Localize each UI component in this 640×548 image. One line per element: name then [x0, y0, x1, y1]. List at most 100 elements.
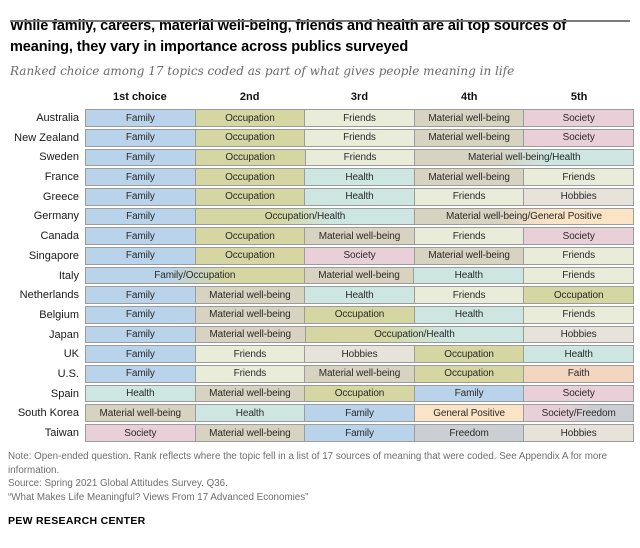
chart-title: While family, careers, material well-bei… [10, 18, 567, 55]
rank-cell: Material well-being/Health [414, 148, 634, 167]
rank-cell: Material well-being [194, 306, 306, 324]
rank-cell: Family [85, 286, 196, 305]
table-row: France Family Occupation Health Material wel… [0, 168, 634, 186]
rank-cell: Friends [304, 109, 415, 127]
rank-cell: Material well-being [194, 286, 306, 305]
row-label-country: Italy [58, 269, 79, 282]
rank-cell: Friends [413, 286, 525, 305]
rank-cell: Hobbies [304, 345, 415, 364]
source-text: Source: Spring 2021 Global Attitudes Sur… [8, 478, 228, 490]
rank-cell: Society [85, 424, 196, 442]
rank-cell: Family [85, 148, 196, 167]
chart-subtitle: Ranked choice among 17 topics coded as p… [10, 64, 515, 79]
rank-cell: Occupation [413, 365, 525, 383]
notes: Note: Open-ended question. Rank reflects… [8, 450, 624, 505]
row-label-country: Singapore [28, 249, 79, 262]
row-label-country: Taiwan [44, 427, 79, 439]
rank-cell: Occupation [304, 306, 415, 324]
rank-cell: Material well-being [413, 128, 525, 147]
row-label-country: Germany [33, 210, 79, 223]
branding: PEW RESEARCH CENTER [8, 514, 146, 527]
rank-cell: Society [523, 128, 634, 147]
rank-cell: Freedom [413, 424, 525, 442]
rank-cell: Material well-being [413, 109, 525, 127]
row-label-country: Spain [50, 387, 79, 400]
rank-cell: Family [85, 365, 196, 383]
row-label-country: Netherlands [19, 289, 79, 302]
rank-cell: Material well-being [304, 365, 415, 383]
table-row: Germany Family Occupation/Health Material w… [0, 207, 634, 226]
table-row: Spain Health Material well-being Occupation… [0, 384, 634, 403]
row-label-country: UK [63, 348, 79, 361]
rank-cell: Occupation [194, 128, 306, 147]
citation-text: “What Makes Life Meaningful? Views From … [8, 491, 309, 503]
rank-cell: Society [304, 246, 415, 265]
rank-cell: Occupation [194, 187, 306, 206]
rank-cell: Family [85, 325, 196, 344]
column-header: 5th [570, 91, 588, 104]
rank-cell: Friends [523, 306, 634, 324]
table-row: U.S. Family Friends Material well-being Occu… [0, 365, 634, 383]
column-header: 2nd [239, 91, 260, 104]
table-row: Singapore Family Occupation Society Material… [0, 246, 634, 265]
rank-cell: Family [413, 384, 525, 403]
table-row: New Zealand Family Occupation Friends Materi… [0, 128, 634, 147]
table-row: South Korea Material well-being Health Fami… [0, 404, 634, 423]
rank-cell: Occupation [304, 384, 415, 403]
header-spacer [0, 91, 85, 103]
table-row: Taiwan Society Material well-being Family Fr… [0, 424, 634, 442]
row-label-country: South Korea [17, 407, 79, 420]
rank-cell: Friends [523, 168, 634, 186]
table-row: Italy Family/Occupation Material well-bein… [0, 266, 634, 285]
table-body: Australia Family Occupation Friends Material… [0, 109, 634, 442]
rank-cell: Health [304, 286, 415, 305]
rank-cell: Family [85, 128, 196, 147]
rank-cell: Health [194, 404, 306, 423]
rank-cell: Hobbies [523, 325, 634, 344]
rank-cell: Family [85, 207, 196, 226]
column-header: 1st choice [112, 91, 167, 104]
pew-ranked-choice-chart: While family, careers, material well-bei… [0, 16, 640, 548]
row-label-country: Sweden [39, 151, 79, 164]
rank-cell: Family [85, 227, 196, 245]
row-label-country: Japan [49, 328, 79, 341]
rank-cell: Family [85, 246, 196, 265]
table-row: Netherlands Family Material well-being Heal… [0, 286, 634, 305]
rank-cell: Society/Freedom [523, 404, 634, 423]
column-header: 4th [461, 91, 478, 104]
rank-cell: Occupation/Health [304, 325, 525, 344]
rank-cell: Occupation [194, 148, 306, 167]
rank-cell: Occupation [413, 345, 525, 364]
rank-cell: Family [85, 306, 196, 324]
row-label-country: France [44, 171, 79, 184]
table-row: Japan Family Material well-being Occupation… [0, 325, 634, 344]
column-headers: 1st choice 2nd 3rd 4th 5th [85, 91, 634, 103]
row-label-country: Belgium [39, 308, 79, 321]
table-row: Australia Family Occupation Friends Material… [0, 109, 634, 127]
rank-cell: Occupation [523, 286, 634, 305]
rank-cell: Health [304, 168, 415, 186]
rank-cell: Material well-being [413, 168, 525, 186]
rank-cell: Friends [523, 266, 634, 285]
rank-cell: Material well-being/General Positive [414, 207, 634, 226]
rank-cell: Material well-being [303, 266, 415, 285]
rank-cell: Family/Occupation [85, 266, 305, 285]
rank-cell: Material well-being [194, 325, 306, 344]
rank-cell: Material well-being [85, 404, 196, 423]
rank-cell: Family [85, 168, 196, 186]
rank-cell: Society [523, 384, 634, 403]
rank-cell: Friends [304, 148, 416, 167]
rank-cell: Family [85, 187, 196, 206]
rank-cell: Material well-being [304, 227, 415, 245]
rank-cell: Health [413, 306, 525, 324]
rank-cell: General Positive [413, 404, 525, 423]
rank-cell: Health [523, 345, 634, 364]
rank-cell: Material well-being [194, 384, 306, 403]
rank-cell: Occupation [194, 168, 306, 186]
row-label-country: Australia [36, 112, 79, 124]
rank-cell: Friends [523, 246, 634, 265]
rank-cell: Occupation [194, 227, 306, 245]
rank-cell: Friends [194, 365, 306, 383]
rank-cell: Family [85, 345, 196, 364]
table-row: Sweden Family Occupation Friends Material we… [0, 148, 634, 167]
